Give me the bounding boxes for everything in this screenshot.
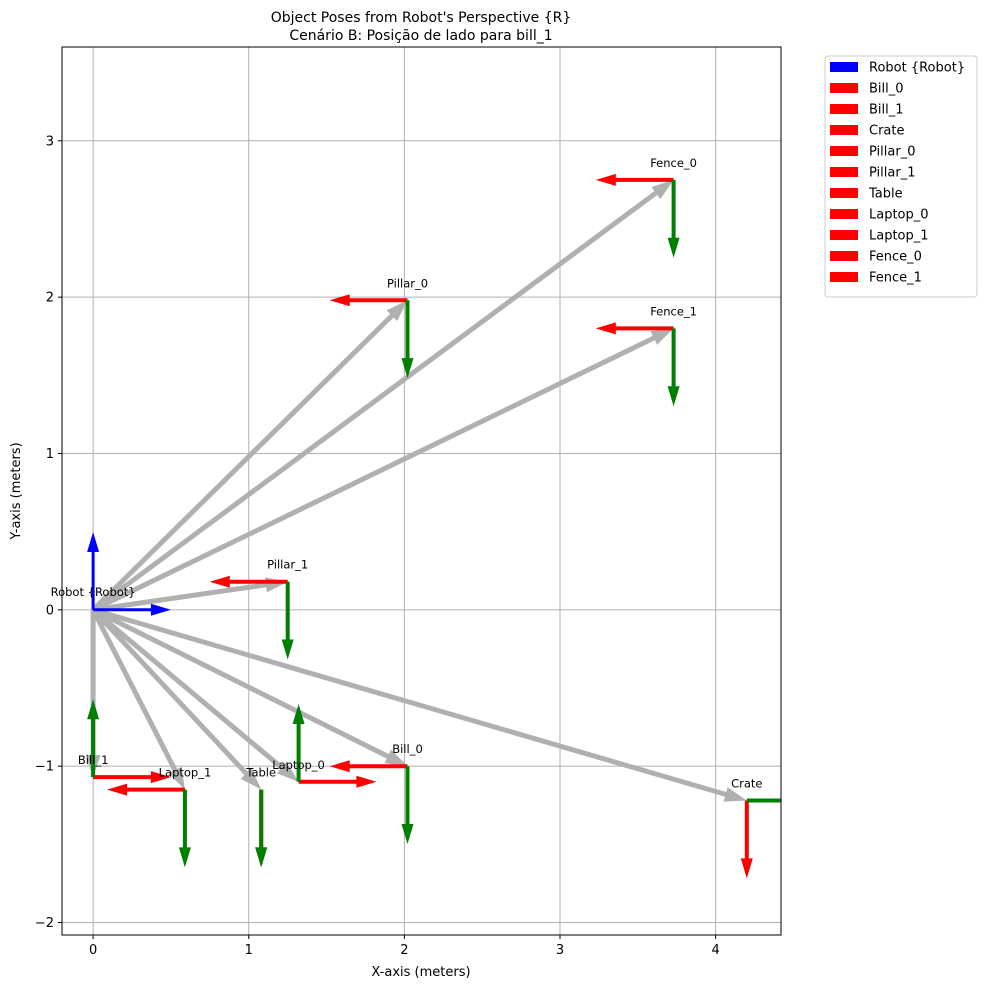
legend-box — [824, 55, 978, 298]
ray-arrow-bill_1 — [85, 609, 101, 778]
ray-arrow-pillar_1 — [92, 577, 288, 613]
y-axis-arrow-bill_1 — [87, 699, 100, 778]
legend-swatch — [830, 209, 858, 219]
legend-label: Laptop_0 — [869, 208, 929, 223]
x-axis-arrow-pillar_1 — [209, 575, 288, 588]
y-axis-arrow-fence_0 — [667, 179, 680, 258]
ray-arrow-pillar_0 — [91, 300, 408, 612]
y-axis-arrow-pillar_0 — [401, 300, 414, 379]
x-axis-arrow-crate — [740, 800, 753, 879]
frame-group — [87, 173, 781, 879]
legend-swatch — [830, 83, 858, 93]
x-tick-label: 1 — [245, 943, 253, 958]
x-tick-label: 2 — [400, 943, 408, 958]
y-axis-arrow-laptop_1 — [178, 789, 191, 868]
y-tick-label: 3 — [46, 134, 54, 149]
y-axis-arrow-fence_1 — [667, 328, 680, 407]
object-label-laptop_0: Laptop_0 — [272, 758, 325, 772]
ray-arrow-fence_0 — [91, 179, 674, 612]
x-axis-label: X-axis (meters) — [371, 965, 470, 980]
y-axis-arrow-pillar_1 — [281, 581, 294, 660]
legend-label: Bill_0 — [869, 82, 904, 97]
ray-arrow-table — [91, 608, 262, 790]
object-label-table: Table — [245, 766, 276, 780]
x-axis-arrow-fence_1 — [595, 322, 674, 335]
chart-title-line-1: Object Poses from Robot's Perspective {R… — [271, 10, 572, 26]
object-label-fence_1: Fence_1 — [650, 304, 697, 318]
x-tick-label: 3 — [556, 943, 564, 958]
object-label-fence_0: Fence_0 — [650, 156, 697, 170]
legend-label: Pillar_0 — [869, 145, 915, 160]
ray-group — [85, 179, 747, 802]
legend-label: Robot {Robot} — [869, 61, 965, 76]
x-axis-arrow-fence_0 — [595, 173, 674, 186]
x-axis-arrow-bill_0 — [329, 760, 408, 773]
legend-swatch — [830, 188, 858, 198]
x-axis-arrow-pillar_0 — [329, 294, 408, 307]
y-axis-arrow-table — [255, 789, 268, 868]
legend-swatch — [830, 167, 858, 177]
legend: Robot {Robot} Bill_0 Bill_1 Crate Pillar_0 Pi… — [824, 55, 978, 298]
ray-arrow-laptop_1 — [90, 608, 185, 790]
legend-swatch — [830, 125, 858, 135]
legend-label: Laptop_1 — [869, 229, 929, 244]
legend-swatch — [830, 272, 858, 282]
legend-label: Pillar_1 — [869, 166, 915, 181]
legend-label: Fence_0 — [869, 250, 922, 265]
object-label-pillar_0: Pillar_0 — [387, 276, 428, 290]
legend-label: Fence_1 — [869, 271, 922, 286]
x-tick-label: 0 — [89, 943, 97, 958]
plot-frame — [61, 46, 782, 936]
robot-x-arrow — [93, 603, 171, 616]
x-axis-arrow-bill_1 — [93, 771, 171, 784]
y-axis-label: Y-axis (meters) — [9, 442, 24, 540]
tick-group: 0 1 2 3 4 −2 −1 0 1 2 3 — [35, 134, 720, 958]
ray-arrow-bill_0 — [92, 607, 408, 767]
legend-swatch — [830, 230, 858, 240]
legend-swatch — [830, 146, 858, 156]
y-tick-label: −2 — [35, 916, 54, 931]
x-axis-arrow-laptop_0 — [298, 775, 377, 788]
ray-arrow-crate — [92, 607, 747, 802]
object-label-laptop_1: Laptop_1 — [159, 766, 212, 780]
object-label-bill_0: Bill_0 — [392, 742, 423, 756]
y-tick-label: 2 — [46, 291, 54, 306]
y-tick-label: −1 — [35, 760, 54, 775]
x-tick-label: 4 — [711, 943, 719, 958]
ray-arrow-laptop_0 — [91, 607, 299, 782]
object-label-crate: Crate — [731, 777, 762, 791]
robot-label: Robot {Robot} — [51, 585, 136, 599]
robot-y-arrow — [87, 532, 100, 610]
y-axis-arrow-bill_0 — [401, 766, 414, 844]
object-label-pillar_1: Pillar_1 — [267, 558, 308, 572]
object-label-bill_1: Bill_1 — [78, 753, 109, 767]
legend-label: Crate — [869, 124, 904, 139]
legend-swatch — [830, 62, 858, 72]
x-axis-arrow-laptop_1 — [107, 783, 185, 796]
y-axis-arrow-crate — [746, 798, 781, 803]
y-axis-arrow-laptop_0 — [292, 704, 305, 782]
legend-label: Table — [868, 187, 903, 202]
legend-swatch — [830, 104, 858, 114]
y-tick-label: 0 — [46, 603, 54, 618]
ray-arrow-fence_1 — [92, 328, 674, 613]
legend-swatch — [830, 251, 858, 261]
chart-title-line-2: Cenário B: Posição de lado para bill_1 — [289, 28, 552, 44]
grid-lines — [62, 47, 781, 935]
y-tick-label: 1 — [46, 447, 54, 462]
legend-label: Bill_1 — [869, 103, 904, 118]
object-label-group: Bill_0Bill_1CratePillar_0Pillar_1TableLa… — [51, 156, 763, 791]
